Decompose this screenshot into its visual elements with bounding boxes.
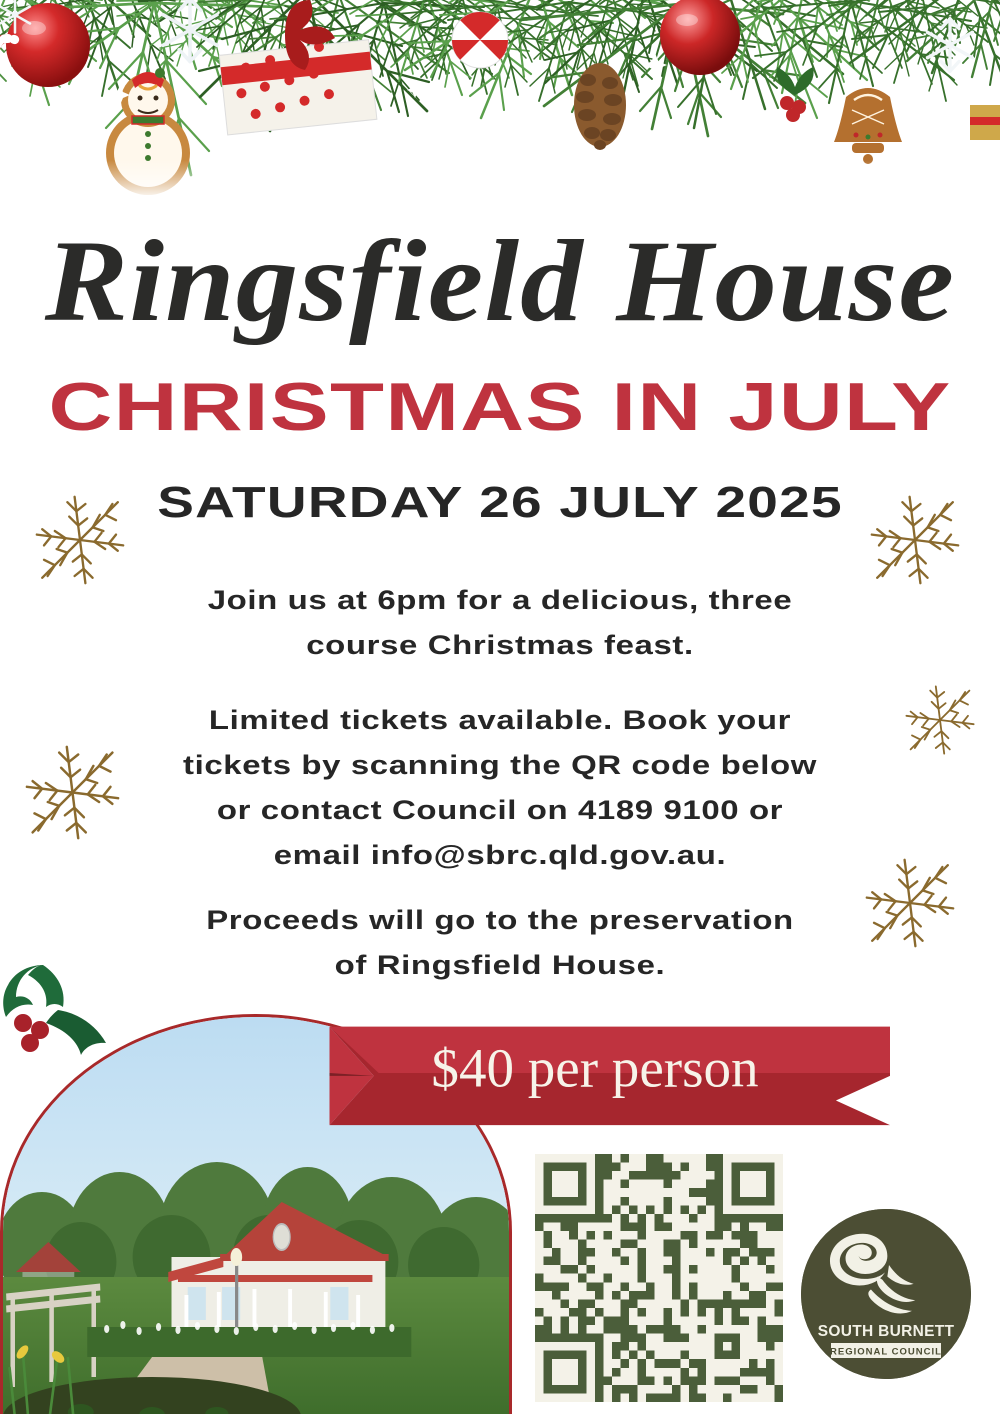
- svg-text:REGIONAL COUNCIL: REGIONAL COUNCIL: [830, 1347, 942, 1358]
- svg-text:SOUTH BURNETT: SOUTH BURNETT: [818, 1323, 955, 1340]
- svg-text:$40 per person: $40 per person: [431, 1038, 758, 1099]
